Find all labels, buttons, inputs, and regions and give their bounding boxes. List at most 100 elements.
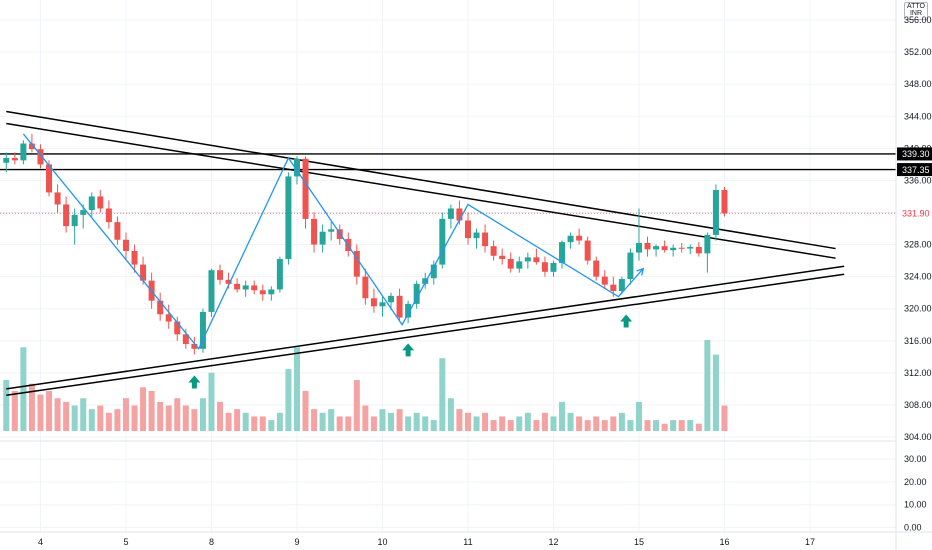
candle-body: [379, 302, 386, 307]
price-tick-label: 356.00: [904, 15, 932, 25]
time-tick-label: 4: [38, 537, 43, 547]
price-tick-label: 320.00: [904, 304, 932, 314]
candle-body: [644, 242, 651, 250]
candle-body: [533, 257, 540, 263]
candle-body: [199, 311, 206, 349]
candle-body: [567, 235, 574, 243]
volume-bar: [105, 412, 112, 431]
volume-bar: [524, 412, 531, 431]
volume-bar: [610, 416, 617, 431]
candle-body: [328, 229, 335, 232]
candle-body: [3, 157, 10, 163]
candle-body: [584, 240, 591, 261]
volume-bar: [704, 340, 711, 431]
volume-bar: [712, 354, 719, 431]
candle-body: [276, 258, 283, 290]
volume-bar: [687, 420, 694, 431]
up-arrow-icon: [620, 314, 633, 328]
volume-tick-label: 0.00: [904, 522, 922, 532]
price-tick-label: 336.00: [904, 175, 932, 185]
volume-bar: [80, 398, 87, 431]
candle-body: [388, 295, 395, 303]
volume-bar: [490, 420, 497, 431]
candle-body: [225, 279, 232, 284]
price-tick-label: 324.00: [904, 272, 932, 282]
up-arrow-icon: [402, 343, 415, 357]
candle-body: [251, 285, 258, 291]
price-tick-label: 328.00: [904, 240, 932, 250]
candle-body: [704, 234, 711, 254]
trend-line: [6, 265, 845, 390]
volume-bar: [217, 401, 224, 431]
time-tick-label: 17: [805, 537, 815, 547]
candle-body: [541, 262, 548, 272]
volume-bar: [11, 390, 18, 431]
volume-bar: [430, 420, 437, 431]
candle-body: [490, 246, 497, 256]
candle-body: [20, 143, 27, 161]
volume-bar: [593, 416, 600, 431]
candle-body: [105, 208, 112, 223]
volume-bar: [182, 405, 189, 431]
volume-bar: [405, 416, 412, 431]
price-tag-label: 331.90: [902, 208, 930, 218]
volume-tick-label: 30.00: [904, 454, 927, 464]
volume-bar: [464, 412, 471, 431]
candle-body: [516, 261, 523, 269]
currency-line2: INR: [909, 10, 923, 17]
candle-body: [464, 220, 471, 239]
candle-body: [140, 264, 147, 281]
candle-body: [11, 157, 18, 161]
candle-body: [319, 231, 326, 245]
volume-bar: [422, 416, 429, 431]
volume-bar: [140, 387, 147, 431]
candle-body: [242, 285, 249, 290]
candle-body: [524, 257, 531, 262]
candle-body: [712, 190, 719, 235]
candle-body: [422, 278, 429, 284]
volume-bar: [507, 420, 514, 431]
time-tick-label: 11: [463, 537, 472, 547]
zigzag-pattern-line: [22, 133, 644, 351]
zigzag-arrowhead: [636, 267, 645, 276]
currency-label[interactable]: ATTO INR: [904, 2, 928, 20]
volume-bar: [499, 416, 506, 431]
price-tags: 339.30 337.35 331.90: [897, 147, 932, 220]
candle-body: [576, 235, 583, 241]
candle-body: [71, 214, 78, 227]
volume-bar: [516, 416, 523, 431]
candle-body: [627, 252, 634, 280]
time-tick-label: 5: [123, 537, 128, 547]
volume-bar: [482, 412, 489, 431]
candle-body: [601, 276, 608, 285]
volume-bar: [653, 420, 660, 431]
volume-bar: [541, 412, 548, 431]
volume-bar: [678, 420, 685, 431]
volume-bar: [157, 401, 164, 431]
price-tag-box: [897, 206, 932, 220]
candle-body: [311, 218, 318, 245]
candle-body: [234, 283, 241, 290]
volume-tick-label: 10.00: [904, 500, 927, 510]
candle-body: [122, 239, 129, 251]
trend-line: [6, 122, 836, 259]
candle-body: [217, 270, 224, 280]
volume-bar: [114, 409, 121, 431]
candle-body: [610, 284, 617, 292]
candle-body: [362, 276, 369, 299]
volume-bar: [302, 390, 309, 431]
volume-bar: [396, 409, 403, 431]
candle-body: [661, 246, 668, 251]
volume-bar: [225, 412, 232, 431]
trend-line: [6, 110, 836, 250]
candle-body: [191, 343, 198, 349]
candle-body: [413, 283, 420, 304]
volume-bar: [362, 405, 369, 431]
volume-bar: [122, 398, 129, 431]
price-tag-label: 337.35: [902, 165, 930, 175]
volume-bar: [353, 380, 360, 431]
candle-body: [695, 246, 702, 254]
candle-body: [482, 232, 489, 247]
